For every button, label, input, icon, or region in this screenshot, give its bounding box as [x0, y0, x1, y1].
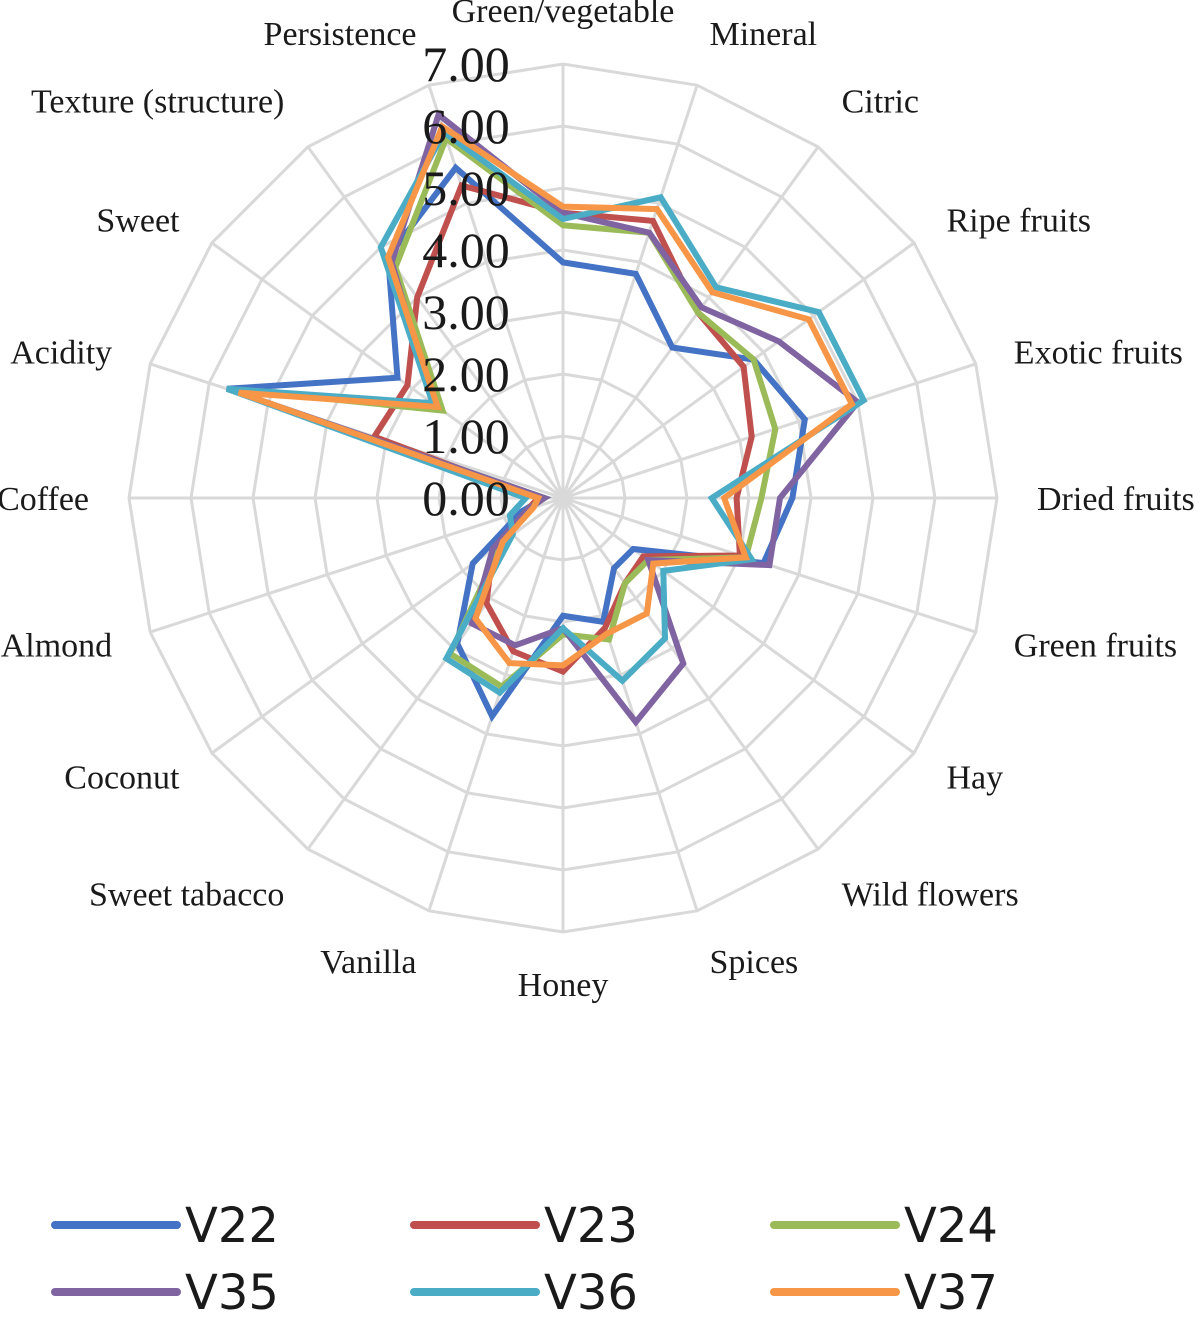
category-label: Texture (structure): [31, 84, 284, 121]
category-label: Almond: [1, 628, 112, 665]
legend-label: V35: [185, 1265, 279, 1318]
series-v36: [225, 127, 868, 697]
grid-spoke: [211, 241, 564, 500]
radial-tick-labels: 0.00 1.00 2.00 3.00 4.00 5.00 6.00 7.00: [422, 36, 510, 526]
category-label: Citric: [842, 84, 919, 121]
grid-spoke: [562, 496, 915, 755]
category-label: Honey: [518, 967, 609, 1004]
legend-label: V24: [904, 1198, 998, 1254]
category-label: Exotic fruits: [1014, 335, 1183, 372]
grid-spoke: [561, 497, 820, 850]
category-label: Sweet: [96, 202, 180, 239]
category-label: Dried fruits: [1037, 481, 1195, 518]
category-label: Coconut: [64, 760, 180, 797]
legend-label: V23: [544, 1198, 638, 1254]
tick-label: 5.00: [422, 160, 510, 216]
grid-spoke: [562, 362, 977, 500]
grid-spoke: [149, 496, 564, 634]
grid-spoke: [561, 497, 699, 912]
grid-spoke: [306, 146, 565, 499]
category-label: Vanilla: [320, 944, 416, 981]
legend-label: V22: [185, 1198, 279, 1254]
legend-label: V36: [544, 1265, 638, 1318]
category-label: Mineral: [710, 16, 818, 53]
legend: V22 V23 V24 V35 V36 V37: [51, 1198, 998, 1318]
radar-series: [225, 109, 868, 727]
tick-label: 6.00: [422, 98, 510, 154]
tick-label: 1.00: [422, 408, 510, 464]
grid-spoke: [427, 497, 565, 912]
radar-grid: [127, 62, 999, 934]
tick-label: 3.00: [422, 284, 510, 340]
tick-label: 4.00: [422, 222, 510, 278]
series-v37: [237, 121, 856, 669]
grid-spoke: [561, 146, 820, 499]
grid-spoke: [561, 84, 699, 499]
grid-spoke: [306, 497, 565, 850]
legend-label: V37: [904, 1265, 998, 1318]
category-label: Ripe fruits: [947, 202, 1091, 239]
series-v22: [225, 163, 808, 723]
category-label: Acidity: [10, 335, 112, 372]
category-label: Spices: [710, 944, 799, 981]
grid-spoke: [562, 241, 915, 500]
tick-label: 2.00: [422, 346, 510, 402]
category-label: Persistence: [264, 16, 417, 53]
category-label: Coffee: [0, 481, 89, 518]
category-labels: Green/vegetable Mineral Citric Ripe fruits E…: [0, 0, 1195, 1004]
grid-spoke: [427, 84, 565, 499]
category-label: Green fruits: [1014, 628, 1177, 665]
tick-label: 0.00: [422, 470, 510, 526]
category-label: Sweet tabacco: [89, 877, 284, 914]
category-label: Hay: [947, 760, 1004, 797]
category-label: Wild flowers: [842, 877, 1019, 914]
tick-label: 7.00: [422, 36, 510, 92]
category-label: Green/vegetable: [452, 0, 675, 30]
